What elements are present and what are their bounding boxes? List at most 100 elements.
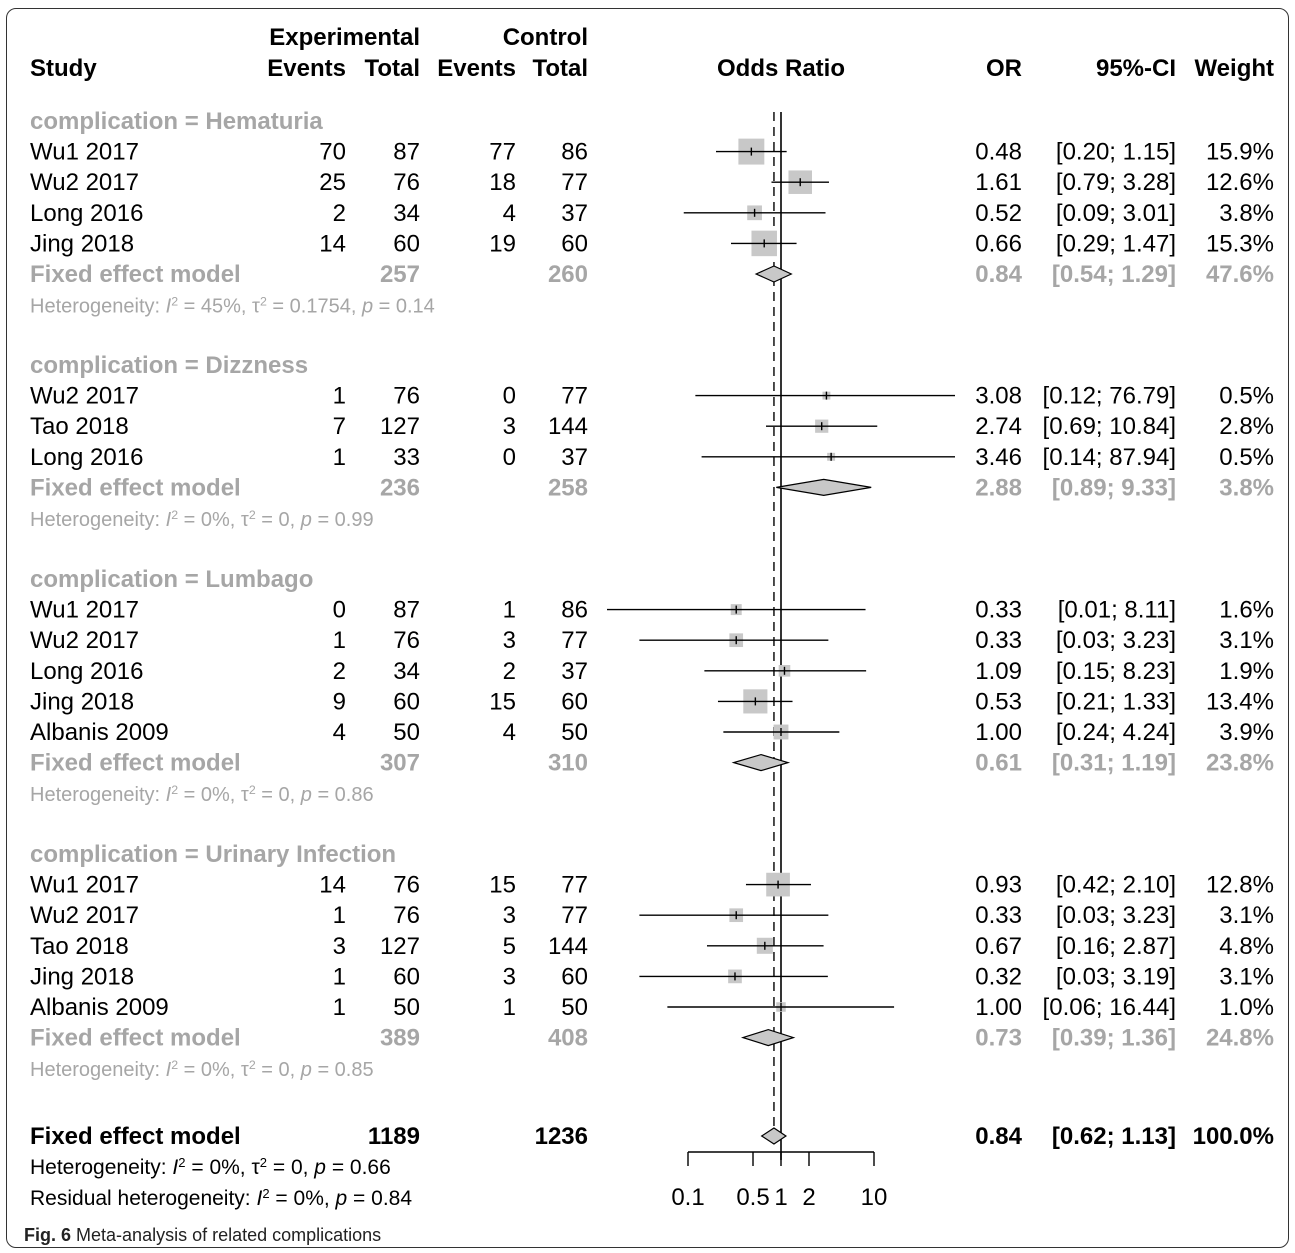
study-row-2-2-or: 2.74 (975, 413, 1022, 440)
group-2-fixed-label: Fixed effect model (30, 474, 241, 501)
study-row-4-1-ctrl-events: 15 (489, 872, 516, 899)
study-row-4-2-name: Wu2 2017 (30, 902, 139, 929)
study-row-4-2-or: 0.33 (975, 902, 1022, 929)
study-row-2-1-name: Wu2 2017 (30, 383, 139, 410)
study-row-4-1-ci: [0.42; 2.10] (1056, 872, 1176, 899)
study-row-4-1-ctrl-total: 77 (561, 872, 588, 899)
group-2-heterogeneity: Heterogeneity: I2 = 0%, τ2 = 0, p = 0.99 (30, 508, 374, 531)
study-row-1-1-exp-total: 87 (393, 139, 420, 166)
study-row-2-1-or: 3.08 (975, 383, 1022, 410)
study-row-3-5-ctrl-total: 50 (561, 719, 588, 746)
study-row-2-3-weight: 0.5% (1219, 444, 1274, 471)
study-row-3-5-name: Albanis 2009 (30, 719, 169, 746)
header-ctrl-total: Total (532, 55, 588, 82)
study-row-1-1-or: 0.48 (975, 139, 1022, 166)
study-row-2-3-name: Long 2016 (30, 444, 143, 471)
header-odds-ratio: Odds Ratio (717, 55, 845, 82)
group-1-heterogeneity: Heterogeneity: I2 = 45%, τ2 = 0.1754, p … (30, 295, 435, 318)
overall-diamond (760, 1127, 788, 1145)
study-row-4-5-weight: 1.0% (1219, 994, 1274, 1021)
group-3-fixed-ci: [0.31; 1.19] (1052, 750, 1176, 777)
study-row-1-4-or: 0.66 (975, 230, 1022, 257)
study-row-4-5-exp-events: 1 (333, 994, 346, 1021)
group-2-fixed-weight: 3.8% (1219, 474, 1274, 501)
study-row-4-3-exp-total: 127 (380, 933, 420, 960)
study-row-2-3-ctrl-total: 37 (561, 444, 588, 471)
study-row-1-2-weight: 12.6% (1206, 169, 1274, 196)
study-row-2-3-exp-events: 1 (333, 444, 346, 471)
residual-heterogeneity: Residual heterogeneity: I2 = 0%, p = 0.8… (30, 1186, 412, 1211)
study-row-4-3-or: 0.67 (975, 933, 1022, 960)
group-2-fixed-or: 2.88 (975, 474, 1022, 501)
study-row-4-2-exp-events: 1 (333, 902, 346, 929)
study-row-3-5-ctrl-events: 4 (503, 719, 516, 746)
study-row-4-4-exp-events: 1 (333, 963, 346, 990)
study-row-1-4-exp-total: 60 (393, 230, 420, 257)
study-row-3-3-or: 1.09 (975, 658, 1022, 685)
study-row-4-5-ci: [0.06; 16.44] (1043, 994, 1176, 1021)
study-row-3-1-ci: [0.01; 8.11] (1058, 597, 1176, 624)
study-row-3-2-exp-total: 76 (393, 627, 420, 654)
overall-ci: [0.62; 1.13] (1052, 1123, 1176, 1150)
group-1-fixed-ctrl-total: 260 (548, 261, 588, 288)
group-2-fixed-ci: [0.89; 9.33] (1052, 474, 1176, 501)
group-3-fixed-or: 0.61 (975, 750, 1022, 777)
study-row-1-4-ctrl-total: 60 (561, 230, 588, 257)
study-row-2-1-exp-total: 76 (393, 383, 420, 410)
study-row-3-4-exp-events: 9 (333, 688, 346, 715)
study-row-1-2-exp-total: 76 (393, 169, 420, 196)
group-3-fixed-diamond (731, 753, 791, 772)
x-tick-label-2: 0.5 (736, 1184, 769, 1211)
header-study: Study (30, 55, 97, 82)
study-row-2-1-exp-events: 1 (333, 383, 346, 410)
study-row-1-1-name: Wu1 2017 (30, 139, 139, 166)
study-row-4-1-weight: 12.8% (1206, 872, 1274, 899)
study-row-1-2-name: Wu2 2017 (30, 169, 139, 196)
group-label-2: complication = Dizzness (30, 352, 308, 379)
study-row-1-2-ci: [0.79; 3.28] (1056, 169, 1176, 196)
study-row-4-2-ctrl-total: 77 (561, 902, 588, 929)
study-row-3-2-name: Wu2 2017 (30, 627, 139, 654)
study-row-1-2-or: 1.61 (975, 169, 1022, 196)
group-4-heterogeneity: Heterogeneity: I2 = 0%, τ2 = 0, p = 0.85 (30, 1058, 374, 1081)
study-row-3-3-ctrl-events: 2 (503, 658, 516, 685)
study-row-1-1-weight: 15.9% (1206, 139, 1274, 166)
study-row-1-3-weight: 3.8% (1219, 200, 1274, 227)
group-2-fixed-ctrl-total: 258 (548, 474, 588, 501)
study-row-4-5-exp-total: 50 (393, 994, 420, 1021)
header-ci: 95%-CI (1096, 55, 1176, 82)
study-row-4-1-or: 0.93 (975, 872, 1022, 899)
study-row-1-4-ci: [0.29; 1.47] (1056, 230, 1176, 257)
group-3-fixed-label: Fixed effect model (30, 750, 241, 777)
study-row-1-3-ctrl-events: 4 (503, 200, 516, 227)
study-row-4-5-ctrl-events: 1 (503, 994, 516, 1021)
study-row-1-4-exp-events: 14 (319, 230, 346, 257)
group-3-fixed-ctrl-total: 310 (548, 750, 588, 777)
study-row-3-5-exp-total: 50 (393, 719, 420, 746)
study-row-2-2-ctrl-total: 144 (548, 413, 588, 440)
study-row-3-3-exp-events: 2 (333, 658, 346, 685)
study-row-1-1-exp-events: 70 (319, 139, 346, 166)
group-label-4: complication = Urinary Infection (30, 841, 396, 868)
x-tick-label-4: 2 (802, 1184, 815, 1211)
study-row-3-3-exp-total: 34 (393, 658, 420, 685)
study-row-3-4-ci: [0.21; 1.33] (1056, 688, 1176, 715)
group-4-fixed-weight: 24.8% (1206, 1025, 1274, 1052)
study-row-4-2-ctrl-events: 3 (503, 902, 516, 929)
study-row-3-1-ctrl-events: 1 (503, 597, 516, 624)
study-row-4-4-name: Jing 2018 (30, 963, 134, 990)
group-4-fixed-ci: [0.39; 1.36] (1052, 1025, 1176, 1052)
study-row-2-1-ctrl-events: 0 (503, 383, 516, 410)
study-row-3-4-exp-total: 60 (393, 688, 420, 715)
study-row-2-2-ctrl-events: 3 (503, 413, 516, 440)
study-row-4-4-ci: [0.03; 3.19] (1056, 963, 1176, 990)
study-row-4-4-or: 0.32 (975, 963, 1022, 990)
caption-text: Meta-analysis of related complications (76, 1225, 382, 1245)
header-exp-total: Total (364, 55, 420, 82)
group-1-fixed-label: Fixed effect model (30, 261, 241, 288)
study-row-4-1-exp-total: 76 (393, 872, 420, 899)
study-row-4-3-ci: [0.16; 2.87] (1056, 933, 1176, 960)
header-control: Control (503, 24, 588, 51)
x-tick-label-1: 0.1 (671, 1184, 704, 1211)
